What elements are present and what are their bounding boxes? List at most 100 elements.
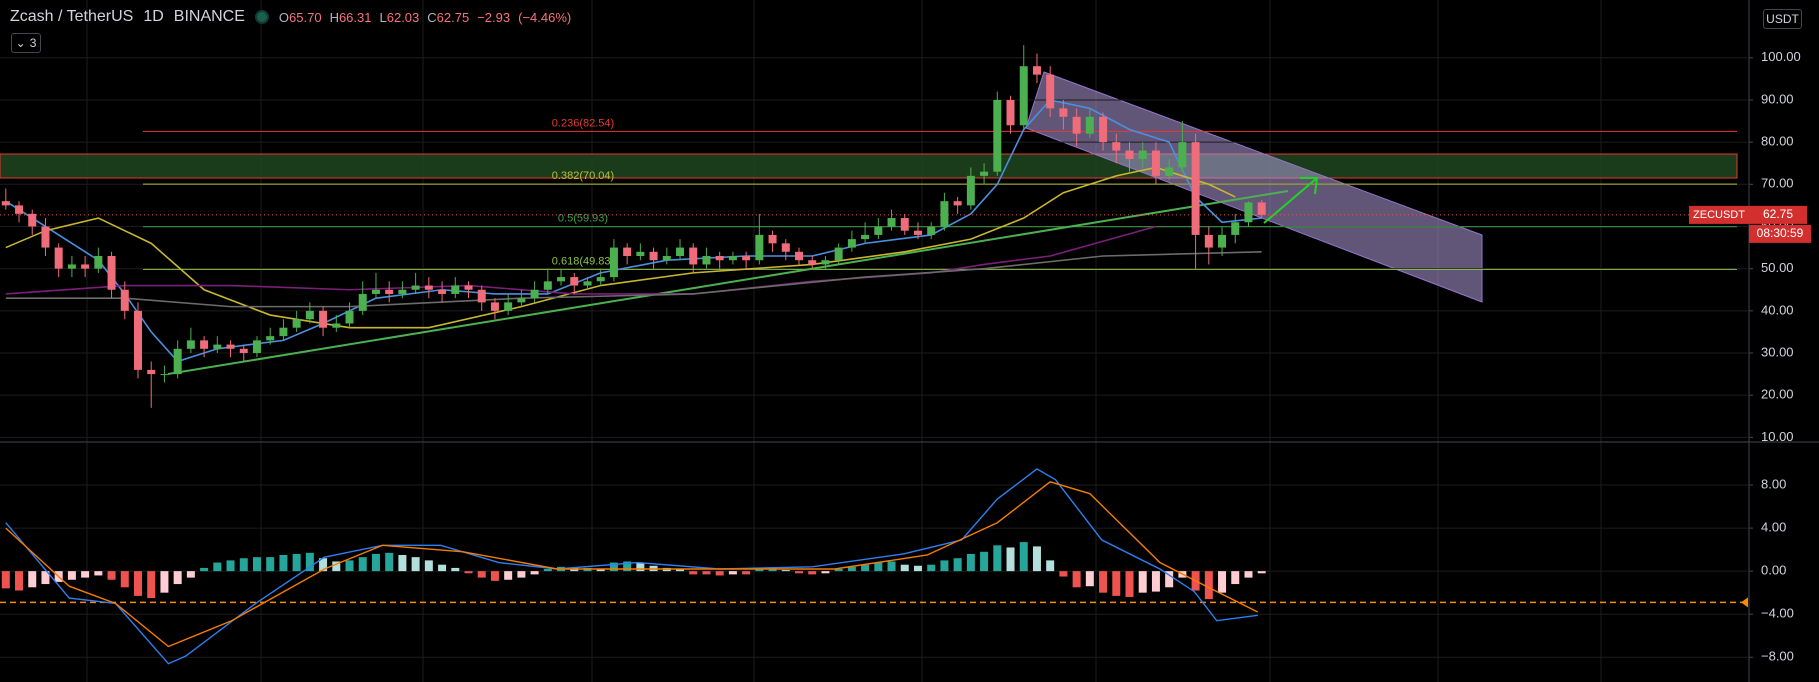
candle-body xyxy=(676,247,685,257)
candle-body xyxy=(54,247,63,269)
candle-body xyxy=(239,348,248,354)
macd-histogram-bar xyxy=(715,571,724,576)
macd-histogram-bar xyxy=(28,571,37,588)
candle-body xyxy=(953,201,962,206)
y-tick-label: 50.00 xyxy=(1761,260,1794,275)
candle-body xyxy=(913,230,922,235)
legend-header: Zcash / TetherUS 1D BINANCE O65.70 H66.31… xyxy=(10,8,571,26)
candle-body xyxy=(279,327,288,337)
macd-histogram-bar xyxy=(543,568,552,572)
candle-body xyxy=(411,285,420,290)
macd-histogram-bar xyxy=(913,565,922,572)
candle-body xyxy=(1165,167,1174,176)
macd-histogram-bar xyxy=(1138,571,1147,593)
macd-histogram-bar xyxy=(1231,571,1240,585)
currency-button[interactable]: USDT xyxy=(1763,9,1802,29)
change-percent: (−4.46%) xyxy=(518,9,572,25)
countdown: 08:30:59 xyxy=(1757,226,1804,240)
macd-histogram-bar xyxy=(173,571,182,585)
ohlc-value: 66.31 xyxy=(338,9,372,25)
y-tick-label: 90.00 xyxy=(1761,91,1794,106)
macd-histogram-bar xyxy=(609,562,618,572)
candle-body xyxy=(1138,150,1147,160)
signal-line xyxy=(5,481,1259,648)
indicators-toggle[interactable]: ⌄ 3 xyxy=(11,33,41,53)
candle-body xyxy=(927,226,936,235)
candle-body xyxy=(292,319,301,328)
candle-body xyxy=(173,348,182,375)
ohlc-item: C62.75 xyxy=(427,10,469,25)
macd-tick-label: 0.00 xyxy=(1761,563,1786,578)
y-tick-label: 70.00 xyxy=(1761,176,1794,191)
macd-histogram-bar xyxy=(279,555,288,572)
macd-histogram-bar xyxy=(1032,546,1041,572)
indicator-count: 3 xyxy=(29,36,37,50)
candle-body xyxy=(874,226,883,235)
macd-histogram-bar xyxy=(239,558,248,572)
macd-histogram-bar xyxy=(702,571,711,575)
candle-body xyxy=(1178,142,1187,168)
macd-histogram-bar xyxy=(424,560,433,572)
ticker-tag-bg xyxy=(1689,205,1749,224)
candle-body xyxy=(213,344,222,349)
macd-histogram-bar xyxy=(107,571,116,580)
macd-histogram-bar xyxy=(689,571,698,575)
macd-histogram-bar xyxy=(636,562,645,572)
macd-histogram-bar xyxy=(226,560,235,572)
candle-body xyxy=(795,251,803,261)
macd-tick-label: −4.00 xyxy=(1761,606,1794,621)
projection-arrow xyxy=(1263,177,1318,224)
y-tick-label: 30.00 xyxy=(1761,344,1794,359)
macd-histogram-bar xyxy=(742,571,751,575)
macd-histogram-bar xyxy=(385,552,394,572)
candle-body xyxy=(1072,116,1081,134)
candle-body xyxy=(120,289,129,311)
interval: 1D xyxy=(143,8,164,25)
macd-histogram-bar xyxy=(81,571,90,578)
candle-body xyxy=(186,340,195,349)
candle-body xyxy=(490,302,499,311)
macd-histogram-bar xyxy=(966,553,975,572)
candle-body xyxy=(1191,142,1200,235)
candle-body xyxy=(147,369,156,375)
candle-body xyxy=(1032,66,1041,75)
candle-body xyxy=(1085,116,1094,134)
candle-body xyxy=(398,289,407,294)
candle-body xyxy=(1099,116,1108,143)
candle-body xyxy=(358,293,367,311)
candle-body xyxy=(715,256,724,261)
candle-body xyxy=(1,201,10,206)
resistance-zone xyxy=(0,153,1738,179)
candle-body xyxy=(200,340,209,349)
ohlc-item: H66.31 xyxy=(330,10,372,25)
descending-channel xyxy=(1025,71,1483,303)
macd-histogram-bar xyxy=(332,561,341,572)
macd-histogram-bar xyxy=(1072,571,1081,588)
macd-histogram-bar xyxy=(993,545,1002,572)
moving-average xyxy=(5,166,1236,329)
arrow-head xyxy=(1300,177,1319,195)
candle-body xyxy=(583,281,592,286)
candle-body xyxy=(1125,150,1134,160)
candle-body xyxy=(371,289,380,294)
candle-body xyxy=(464,285,473,290)
macd-histogram-bar xyxy=(728,571,737,575)
candle-body xyxy=(1244,202,1253,223)
trendline xyxy=(167,190,1289,375)
candle-body xyxy=(252,340,261,354)
candle-body xyxy=(517,298,526,303)
fib-label: 0.618(49.83) xyxy=(552,255,614,267)
macd-histogram-bar xyxy=(1,571,10,589)
candle-body xyxy=(424,285,433,290)
macd-histogram-bar xyxy=(1006,547,1015,572)
candle-body xyxy=(438,289,447,294)
macd-histogram-bar xyxy=(345,560,354,572)
candle-body xyxy=(385,289,394,294)
macd-histogram-bar xyxy=(371,553,380,572)
macd-histogram-bar xyxy=(623,561,632,572)
candle-body xyxy=(742,256,751,261)
macd-histogram-bar xyxy=(1019,542,1028,572)
fib-label: 0.5(59.93) xyxy=(558,213,608,225)
candle-body xyxy=(305,310,314,320)
